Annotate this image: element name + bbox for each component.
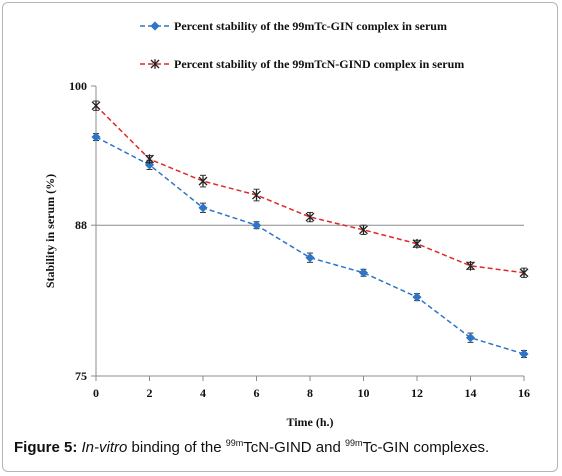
series-0-point — [358, 268, 369, 278]
caption-text-1: binding of the — [127, 439, 226, 456]
series-1-point — [91, 100, 101, 111]
x-tick-label: 6 — [254, 386, 260, 400]
y-tick-label: 88 — [75, 218, 87, 232]
x-tick-label: 16 — [518, 386, 530, 400]
caption-italic: In-vitro — [81, 439, 128, 456]
series-0-point — [465, 333, 476, 343]
x-tick-label: 14 — [465, 386, 477, 400]
y-axis-title: Stability in serum (%) — [43, 174, 57, 288]
legend-marker-0 — [150, 21, 160, 31]
x-tick-label: 2 — [147, 386, 153, 400]
series-0-point — [412, 292, 422, 302]
series-0-point — [251, 220, 262, 230]
legend-label-0: Percent stability of the 99mTc-GIN compl… — [174, 19, 447, 33]
caption-text-3: Tc-GIN complexes. — [362, 439, 490, 456]
series-0-point — [91, 132, 101, 142]
figure-frame — [2, 2, 558, 472]
x-tick-label: 8 — [307, 386, 313, 400]
x-tick-label: 10 — [358, 386, 370, 400]
y-tick-label: 100 — [69, 79, 87, 93]
legend-label-1: Percent stability of the 99mTcN-GIND com… — [174, 57, 464, 71]
series-1-point — [359, 225, 368, 235]
figure-caption: Figure 5: In-vitro binding of the 99mTcN… — [14, 438, 554, 456]
series-0-line — [95, 136, 525, 355]
caption-sup-1: 99m — [225, 438, 244, 448]
series-1-point — [198, 176, 208, 186]
caption-sup-2: 99m — [345, 438, 363, 448]
series-1-point — [305, 212, 315, 222]
series-0-point — [305, 253, 315, 263]
series-1-point — [412, 238, 422, 249]
caption-text-2: TcN-GIND and — [243, 439, 345, 456]
series-0-point — [198, 203, 208, 213]
stability-chart: 75 88 100 0 2 4 6 8 10 12 14 16 Time (h.) Stability i… — [43, 19, 530, 429]
caption-label: Figure 5: — [14, 439, 78, 456]
legend-marker-1 — [150, 59, 160, 69]
x-axis-title: Time (h.) — [286, 415, 333, 429]
series-1-point — [466, 261, 475, 271]
y-tick-label: 75 — [75, 369, 87, 383]
series-0-point — [519, 349, 529, 359]
series-1-point — [519, 267, 529, 278]
x-tick-label: 12 — [411, 386, 423, 400]
x-tick-label: 4 — [200, 386, 206, 400]
series-1-point — [145, 154, 154, 164]
x-tick-label: 0 — [93, 386, 99, 400]
series-1-line — [95, 105, 525, 274]
series-1-point — [252, 190, 261, 200]
